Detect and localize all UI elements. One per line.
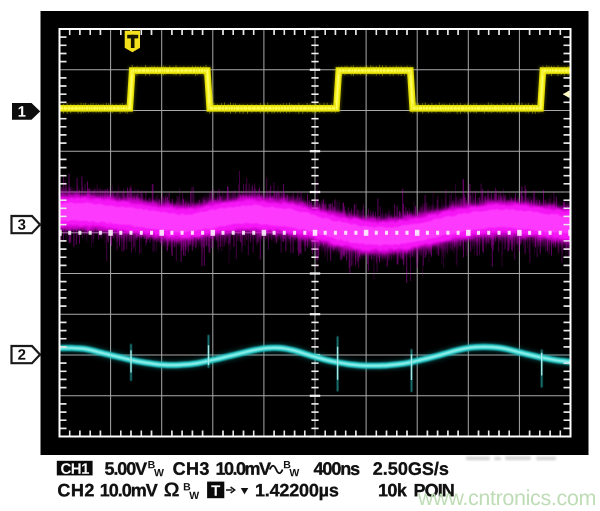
- svg-text:CH2: CH2: [57, 480, 95, 500]
- svg-text:10.0mV: 10.0mV: [100, 480, 158, 500]
- svg-text:POIN: POIN: [413, 480, 453, 500]
- svg-text:CH3: CH3: [173, 459, 210, 479]
- svg-text:10.0mV: 10.0mV: [215, 459, 271, 479]
- svg-text:3: 3: [18, 217, 26, 234]
- svg-text:CH1: CH1: [60, 461, 89, 478]
- svg-text:W: W: [154, 467, 164, 479]
- svg-text:2.50GS/s: 2.50GS/s: [373, 459, 449, 479]
- svg-text:B: B: [183, 481, 191, 493]
- svg-text:10k: 10k: [378, 480, 408, 500]
- svg-text:W: W: [289, 467, 299, 479]
- svg-text:Ω: Ω: [164, 479, 180, 501]
- svg-text:W: W: [189, 490, 199, 502]
- svg-text:1: 1: [18, 104, 26, 121]
- svg-text:www.cntronics.com: www.cntronics.com: [417, 486, 596, 510]
- svg-text:2: 2: [18, 347, 26, 364]
- svg-text:1.42200µs: 1.42200µs: [255, 480, 339, 500]
- svg-text:400ns: 400ns: [313, 459, 360, 479]
- svg-text:B: B: [148, 459, 156, 471]
- svg-text:B: B: [283, 459, 291, 471]
- svg-text:T: T: [211, 483, 220, 500]
- svg-text:5.00V: 5.00V: [104, 459, 147, 479]
